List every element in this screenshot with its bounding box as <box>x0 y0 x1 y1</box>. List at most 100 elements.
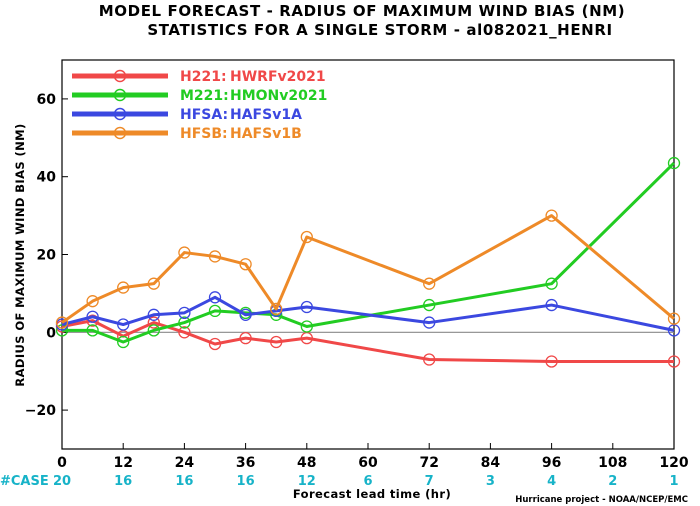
legend-series-desc: HAFSv1A <box>230 107 302 123</box>
legend-series-name: HFSB: <box>180 126 228 142</box>
legend-series-name: M221: <box>180 88 229 104</box>
x-tick-label: 36 <box>236 455 255 471</box>
series-3 <box>55 291 681 337</box>
case-count: 7 <box>425 474 434 489</box>
x-tick-label: 24 <box>175 455 195 471</box>
data-point <box>208 337 222 351</box>
y-tick-label: 0 <box>46 325 56 341</box>
data-point <box>300 230 313 244</box>
data-point <box>178 326 191 339</box>
data-point <box>300 300 313 314</box>
legend-marker <box>113 126 127 140</box>
data-point <box>423 277 436 290</box>
data-point <box>178 316 191 329</box>
case-count: 6 <box>363 474 372 489</box>
case-label: #CASE <box>0 474 49 489</box>
data-point <box>55 316 69 329</box>
case-count: 16 <box>237 474 255 489</box>
data-point <box>178 306 191 320</box>
legend-series-desc: HWRFv2021 <box>230 69 326 85</box>
case-count: 4 <box>547 474 556 489</box>
y-tick-label: 20 <box>37 248 57 264</box>
series-line <box>61 214 675 324</box>
x-tick-label: 60 <box>358 455 378 471</box>
data-point <box>545 209 558 222</box>
data-point <box>86 324 99 337</box>
y-tick-label: 60 <box>37 92 57 108</box>
data-point <box>300 331 313 345</box>
x-axis-label: Forecast lead time (hr) <box>293 487 451 501</box>
legend-series-name: H221: <box>180 69 227 85</box>
data-point <box>86 310 99 323</box>
data-point <box>147 308 160 321</box>
legend-item: HFSB: HAFSv1B <box>72 126 302 142</box>
x-tick-label: 0 <box>57 455 67 471</box>
data-point <box>545 355 558 368</box>
legend-item: H221: HWRFv2021 <box>72 69 326 85</box>
data-point <box>667 355 681 368</box>
data-point <box>147 324 160 337</box>
x-tick-label: 108 <box>598 455 627 471</box>
x-tick-label: 84 <box>481 455 501 471</box>
data-point <box>239 258 252 271</box>
data-point <box>208 304 222 318</box>
series-2 <box>55 156 681 349</box>
data-point <box>147 277 160 290</box>
series-layer <box>55 156 681 368</box>
data-point <box>178 246 191 259</box>
series-4 <box>55 209 681 329</box>
data-point <box>55 324 69 337</box>
data-point <box>147 316 160 329</box>
data-point <box>667 312 681 325</box>
series-line <box>61 319 674 363</box>
legend-series-desc: HAFSv1B <box>230 126 302 142</box>
data-point <box>86 295 99 308</box>
data-point <box>545 277 558 290</box>
data-point <box>300 320 313 333</box>
legend-marker <box>113 69 127 83</box>
chart-title: MODEL FORECAST - RADIUS OF MAXIMUM WIND … <box>99 2 625 20</box>
data-point <box>667 156 681 170</box>
data-point <box>239 308 252 321</box>
data-point <box>117 281 130 294</box>
series-1 <box>55 314 681 368</box>
legend-item: HFSA: HAFSv1A <box>72 107 302 123</box>
case-counts: #CASE 20 16 16 16 12 6 7 3 4 2 1 <box>0 474 679 489</box>
data-point <box>208 250 222 263</box>
data-point <box>423 316 436 329</box>
x-tick-label: 120 <box>659 455 688 471</box>
axis-ticks: 0 12 24 36 48 60 72 84 96 108 120 −20 0 20 40 60 <box>25 92 689 471</box>
data-point <box>86 314 99 327</box>
data-point <box>423 353 436 366</box>
x-tick-label: 48 <box>297 455 316 471</box>
x-tick-label: 12 <box>113 455 132 471</box>
legend-series-desc: HMONv2021 <box>230 88 327 104</box>
data-point <box>270 302 283 316</box>
y-axis-label: RADIUS OF MAXIMUM WIND BIAS (NM) <box>13 123 27 386</box>
case-count: 16 <box>114 474 132 489</box>
y-tick-label: 40 <box>37 170 57 186</box>
data-point <box>423 298 436 312</box>
case-count: 16 <box>175 474 193 489</box>
y-tick-label: −20 <box>25 403 56 419</box>
case-count: 1 <box>669 474 678 489</box>
legend-marker <box>113 88 127 102</box>
data-point <box>239 331 252 345</box>
data-point <box>208 291 222 304</box>
legend-series-name: HFSA: <box>180 107 228 123</box>
case-count: 12 <box>298 474 316 489</box>
case-count: 3 <box>486 474 495 489</box>
legend-item: M221: HMONv2021 <box>72 88 327 104</box>
legend-marker <box>113 107 127 121</box>
data-point <box>117 318 130 331</box>
data-point <box>117 335 130 349</box>
case-count: 20 <box>53 474 71 489</box>
data-point <box>667 324 681 337</box>
case-count: 2 <box>608 474 617 489</box>
credit-text: Hurricane project - NOAA/NCEP/EMC <box>515 495 688 505</box>
x-tick-label: 96 <box>542 455 561 471</box>
data-point <box>545 298 558 312</box>
chart-subtitle: STATISTICS FOR A SINGLE STORM - al082021… <box>147 21 612 39</box>
